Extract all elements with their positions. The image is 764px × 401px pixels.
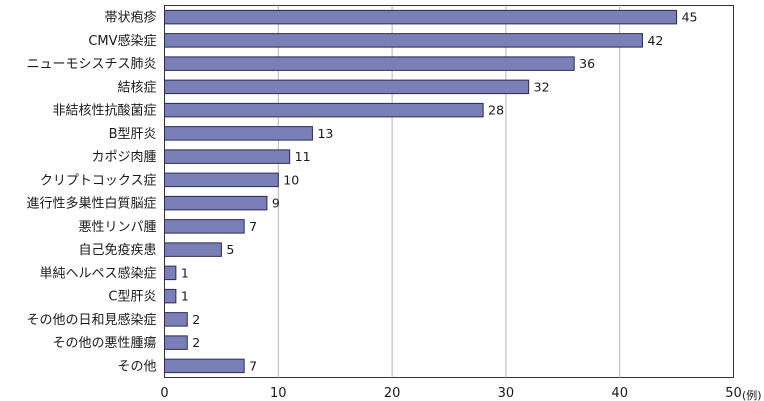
- x-tick-label: 10: [270, 386, 287, 401]
- data-label: 36: [579, 56, 595, 71]
- data-label: 9: [272, 196, 280, 211]
- x-tick-label: 40: [611, 386, 628, 401]
- category-label: その他: [117, 359, 156, 374]
- data-label: 7: [249, 219, 257, 234]
- category-label: B型肝炎: [109, 127, 157, 142]
- category-label: 悪性リンパ腫: [78, 219, 156, 235]
- data-label: 11: [295, 149, 311, 164]
- data-label: 2: [192, 335, 200, 350]
- bar: [164, 102, 484, 118]
- x-tick-label: 20: [384, 386, 401, 401]
- bar: [164, 33, 643, 48]
- data-label: 7: [249, 358, 257, 373]
- data-label: 5: [226, 242, 234, 257]
- bar: [164, 149, 291, 164]
- data-label: 2: [192, 312, 200, 327]
- category-label: C型肝炎: [108, 290, 156, 305]
- bar: [164, 288, 177, 304]
- bar: [164, 195, 268, 211]
- category-label: クリプトコックス症: [40, 173, 157, 188]
- category-label: 帯状疱疹: [104, 10, 156, 26]
- x-tick-label: 50: [725, 386, 742, 401]
- category-label: CMV感染症: [88, 33, 156, 49]
- bar: [164, 219, 245, 234]
- bar: [164, 56, 575, 71]
- category-label: その他の悪性腫瘍: [52, 335, 156, 351]
- data-label: 1: [181, 265, 189, 280]
- category-label: その他の日和見感染症: [26, 312, 156, 328]
- bar: [164, 358, 245, 374]
- bar: [164, 79, 530, 95]
- bar: [164, 126, 313, 141]
- x-tick-label: 0: [160, 386, 168, 401]
- category-label: 進行性多巣性白質脳症: [26, 196, 156, 212]
- data-label: 1: [181, 289, 189, 304]
- data-label: 10: [283, 172, 299, 187]
- data-label: 42: [647, 33, 663, 48]
- bar: [164, 335, 188, 350]
- data-label: 45: [682, 10, 698, 25]
- data-label: 13: [317, 126, 333, 141]
- category-label: 単純ヘルペス感染症: [39, 265, 156, 281]
- bar: [164, 172, 279, 188]
- bar: [164, 9, 678, 25]
- x-axis-unit-label: (例): [742, 388, 762, 401]
- bar: [164, 265, 177, 281]
- category-label: カポジ肉腫: [91, 149, 156, 165]
- bars: [164, 9, 678, 374]
- category-label: 非結核性抗酸菌症: [52, 104, 156, 119]
- bar: [164, 312, 188, 327]
- category-label: 結核症: [117, 80, 156, 95]
- data-label: 32: [534, 79, 550, 94]
- category-label: ニューモシスチス肺炎: [26, 57, 156, 72]
- data-label: 28: [488, 103, 504, 118]
- x-axis-ticks: 0 10 20 30 40 50: [160, 386, 741, 401]
- category-label: 自己免疫疾患: [78, 242, 156, 258]
- bar: [164, 242, 222, 257]
- x-tick-label: 30: [498, 386, 515, 401]
